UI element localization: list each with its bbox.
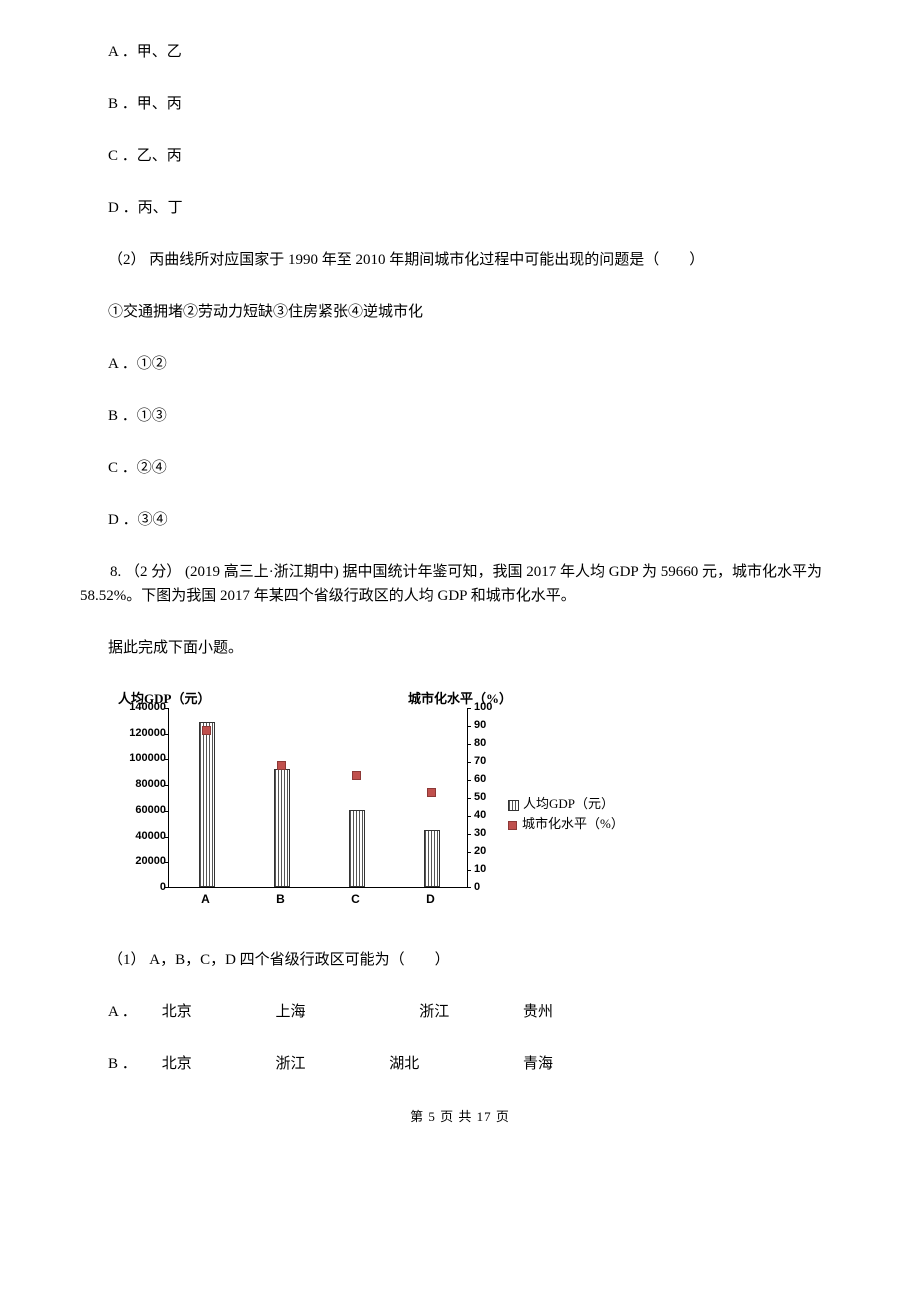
- legend-bar-swatch: [508, 800, 519, 811]
- tick-mark: [467, 834, 471, 835]
- gdp-bar: [199, 722, 215, 887]
- tick-mark: [467, 816, 471, 817]
- y-left-tick: 120000: [118, 727, 166, 739]
- gdp-urbanization-chart: 人均GDP（元） 城市化水平（%） 人均GDP（元） 城市化水平（%） 0200…: [108, 688, 648, 928]
- y-right-tick: 30: [474, 827, 504, 839]
- y-right-tick: 80: [474, 737, 504, 749]
- optB-c4: 青海: [523, 1052, 603, 1076]
- urban-marker: [277, 761, 286, 770]
- q8-subtext: 据此完成下面小题。: [80, 636, 840, 660]
- gdp-bar: [424, 830, 440, 887]
- q8sub1-stem: （1） A，B，C，D 四个省级行政区可能为（ ）: [80, 948, 840, 972]
- tick-mark: [467, 887, 471, 888]
- y-right-tick: 10: [474, 863, 504, 875]
- gdp-bar: [349, 810, 365, 887]
- sub2-option-d: D ．③④: [80, 508, 840, 532]
- optA-label: A ．: [108, 1000, 158, 1024]
- y-left-tick: 140000: [118, 701, 166, 713]
- page-root: A ．甲、乙 B ．甲、丙 C ．乙、丙 D ．丙、丁 （2） 丙曲线所对应国家…: [0, 0, 920, 1165]
- tick-mark: [467, 870, 471, 871]
- optA-c3: 浙江: [419, 1000, 519, 1024]
- legend-urban: 城市化水平（%）: [508, 813, 624, 832]
- y-left-tick: 40000: [118, 830, 166, 842]
- page-footer: 第 5 页 共 17 页: [80, 1106, 840, 1125]
- legend-bar-label: 人均GDP（元）: [523, 796, 614, 811]
- legend-marker-label: 城市化水平（%）: [522, 816, 624, 831]
- tick-mark: [467, 762, 471, 763]
- x-category-label: B: [251, 892, 311, 906]
- urban-marker: [202, 726, 211, 735]
- urban-marker: [352, 771, 361, 780]
- gdp-bar: [274, 769, 290, 887]
- x-category-label: A: [176, 892, 236, 906]
- q8sub1-option-a: A ． 北京 上海 浙江 贵州: [80, 1000, 840, 1024]
- y-right-tick: 0: [474, 881, 504, 893]
- tick-mark: [467, 852, 471, 853]
- y-right-tick: 20: [474, 845, 504, 857]
- y-right-tick: 60: [474, 773, 504, 785]
- tick-mark: [467, 798, 471, 799]
- sub2-option-a: A ．①②: [80, 352, 840, 376]
- sub2-stem: （2） 丙曲线所对应国家于 1990 年至 2010 年期间城市化过程中可能出现…: [80, 248, 840, 272]
- q8sub1-option-b: B ． 北京 浙江 湖北 青海: [80, 1052, 840, 1076]
- legend-gdp: 人均GDP（元）: [508, 793, 614, 812]
- optA-c1: 北京: [162, 1000, 272, 1024]
- q8-stem: 8. （2 分） (2019 高三上·浙江期中) 据中国统计年鉴可知，我国 20…: [80, 560, 840, 608]
- chart-plot-area: [168, 708, 468, 888]
- optB-c2: 浙江: [276, 1052, 386, 1076]
- y-left-tick: 0: [118, 881, 166, 893]
- tick-mark: [467, 780, 471, 781]
- y-left-tick: 80000: [118, 778, 166, 790]
- y-right-tick: 40: [474, 809, 504, 821]
- tick-mark: [467, 726, 471, 727]
- x-category-label: C: [326, 892, 386, 906]
- tick-mark: [467, 708, 471, 709]
- optB-label: B ．: [108, 1052, 158, 1076]
- y-right-tick: 70: [474, 755, 504, 767]
- optB-c3: 湖北: [389, 1052, 519, 1076]
- y-left-tick: 20000: [118, 855, 166, 867]
- sub2-option-c: C ．②④: [80, 456, 840, 480]
- optA-c4: 贵州: [523, 1000, 603, 1024]
- prev-option-d: D ．丙、丁: [80, 196, 840, 220]
- optB-c1: 北京: [162, 1052, 272, 1076]
- optA-c2: 上海: [276, 1000, 416, 1024]
- y-right-tick: 90: [474, 719, 504, 731]
- y-right-tick: 50: [474, 791, 504, 803]
- sub2-option-b: B ．①③: [80, 404, 840, 428]
- sub2-items: ①交通拥堵②劳动力短缺③住房紧张④逆城市化: [80, 300, 840, 324]
- prev-option-a: A ．甲、乙: [80, 40, 840, 64]
- legend-marker-swatch: [508, 821, 517, 830]
- y-right-tick: 100: [474, 701, 504, 713]
- prev-option-b: B ．甲、丙: [80, 92, 840, 116]
- y-left-tick: 100000: [118, 752, 166, 764]
- urban-marker: [427, 788, 436, 797]
- tick-mark: [467, 744, 471, 745]
- prev-option-c: C ．乙、丙: [80, 144, 840, 168]
- y-left-tick: 60000: [118, 804, 166, 816]
- x-category-label: D: [401, 892, 461, 906]
